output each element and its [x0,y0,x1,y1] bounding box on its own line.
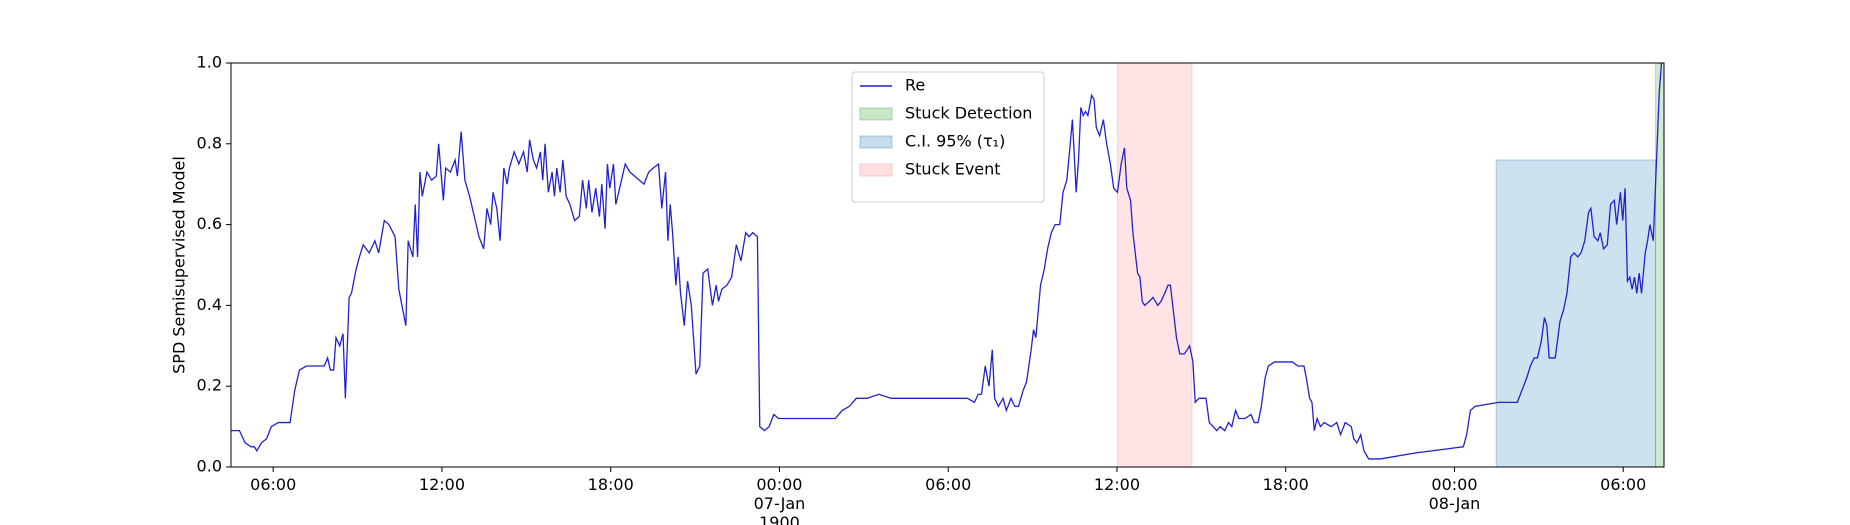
legend-box [851,71,1045,203]
legend-swatch [859,163,893,177]
x-tick-label: 18:00 [1262,475,1309,494]
y-tick-label: 0.8 [197,133,222,152]
span [1116,62,1193,468]
legend-label: Stuck Detection [905,104,1032,123]
plot-frame [230,62,1665,468]
y-tick-label: 0.2 [197,376,222,395]
legend-swatch [859,135,893,149]
x-tick-label: 18:00 [587,475,634,494]
x-tick-label: 12:00 [1093,475,1141,494]
data-line [231,63,1663,460]
y-tick-label: 0.0 [197,457,222,476]
x-tick-label: 06:00 [1600,475,1647,494]
legend-swatch [859,107,893,121]
x-tick-label: 00:00 07-Jan 1900 [753,475,806,525]
span [1495,159,1657,468]
legend-label: Re [905,76,925,95]
y-tick-label: 1.0 [197,53,222,72]
y-tick-label: 0.4 [197,295,222,314]
x-tick-label: 00:00 08-Jan [1428,475,1481,513]
span [1655,62,1665,468]
y-axis-label: SPD Semisupervised Model [170,156,189,374]
x-tick-label: 06:00 [250,475,297,494]
x-tick-label: 12:00 [418,475,465,494]
legend-label: Stuck Event [905,160,1001,179]
x-tick-label: 06:00 [925,475,972,494]
legend-label: C.I. 95% (τ₁) [905,132,1005,151]
y-tick-label: 0.6 [197,214,222,233]
